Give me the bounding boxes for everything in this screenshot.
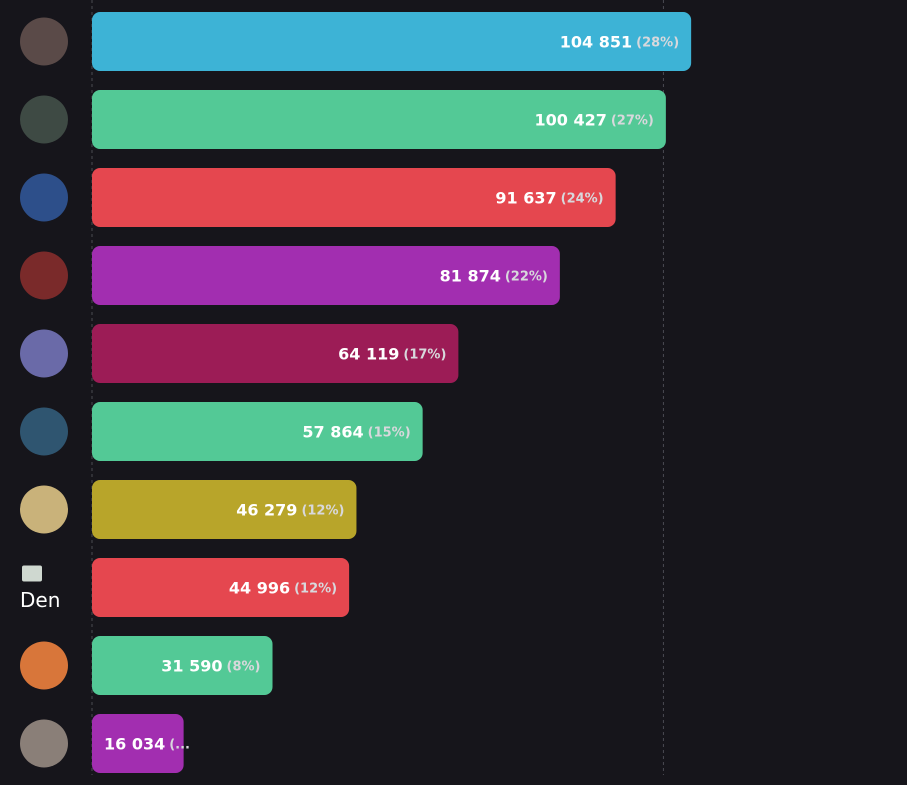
percent: (17%)	[403, 347, 446, 362]
bar	[92, 324, 459, 383]
value-label: 57 864 (15%)	[302, 422, 410, 441]
bar	[92, 402, 423, 461]
value-label: 91 637 (24%)	[495, 188, 603, 207]
percent: (12%)	[301, 503, 344, 518]
value: 46 279	[236, 500, 297, 519]
value-label: 81 874 (22%)	[440, 266, 548, 285]
value-label: 46 279 (12%)	[236, 500, 344, 519]
bar	[92, 246, 560, 305]
bar	[92, 558, 350, 617]
value-label: 44 996 (12%)	[229, 578, 337, 597]
avatar-alt-text: Den	[20, 588, 60, 612]
broken-image-icon	[22, 565, 42, 582]
value-label: 100 427 (27%)	[534, 110, 653, 129]
avatar	[20, 95, 68, 144]
bar	[92, 168, 616, 227]
bar	[92, 636, 273, 695]
value: 44 996	[229, 578, 290, 597]
bar	[92, 90, 666, 149]
percent: (28%)	[636, 35, 679, 50]
value: 64 119	[338, 344, 399, 363]
value-label: 64 119 (17%)	[338, 344, 446, 363]
value: 57 864	[302, 422, 363, 441]
value: 91 637	[495, 188, 556, 207]
value: 104 851	[560, 32, 632, 51]
avatar	[20, 407, 68, 456]
value: 31 590	[161, 656, 222, 675]
bar	[92, 714, 184, 773]
percent: (12%)	[294, 581, 337, 596]
avatar	[20, 719, 68, 768]
percent: (8%)	[227, 659, 261, 674]
value: 16 034	[104, 734, 165, 753]
percent: (...	[169, 737, 190, 752]
percent: (24%)	[561, 191, 604, 206]
avatar	[20, 641, 68, 690]
bar	[92, 12, 692, 71]
avatar	[20, 251, 68, 300]
percent: (27%)	[611, 113, 654, 128]
avatar	[20, 329, 68, 378]
avatar	[20, 485, 68, 534]
value-label: 16 034 (...	[104, 734, 190, 753]
value: 81 874	[440, 266, 501, 285]
bar	[92, 480, 357, 539]
percent: (22%)	[505, 269, 548, 284]
value-label: 104 851 (28%)	[560, 32, 679, 51]
value-label: 31 590 (8%)	[161, 656, 260, 675]
value: 100 427	[534, 110, 606, 129]
avatar	[20, 173, 68, 222]
avatar	[20, 17, 68, 66]
percent: (15%)	[368, 425, 411, 440]
